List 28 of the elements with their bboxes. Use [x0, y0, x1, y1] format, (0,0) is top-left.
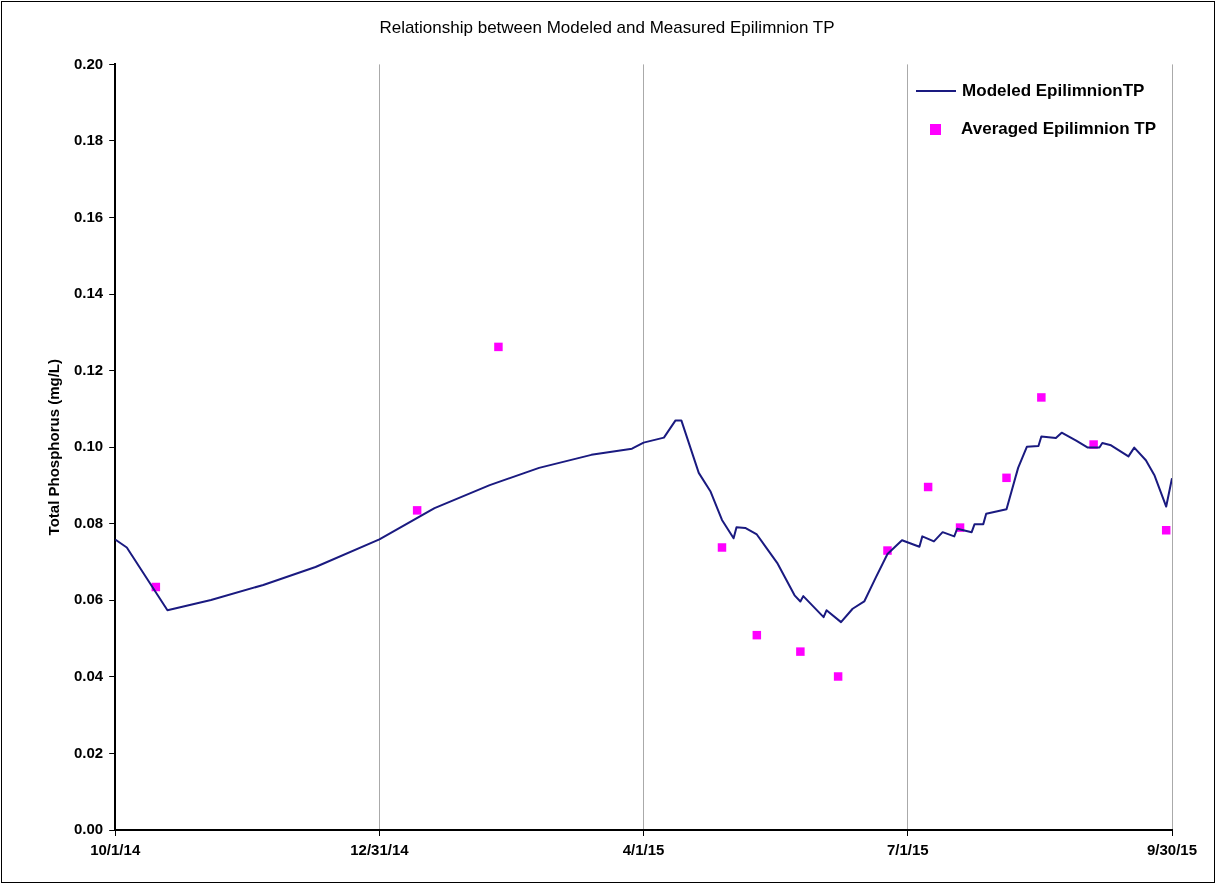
- y-tick-label: 0.06: [73, 590, 104, 608]
- x-tick-label: 9/30/15: [1146, 841, 1198, 859]
- point: [412, 506, 422, 515]
- point: [1002, 473, 1011, 483]
- y-tick-label: 0.08: [73, 513, 104, 531]
- chart-title: Relationship between Modeled and Measured Epilimnion TP: [379, 17, 835, 37]
- y-axis-title: Total Phosphorus (mg/L): [45, 359, 63, 536]
- y-tick-label: 0.00: [73, 820, 104, 838]
- y-tick-label: 0.02: [73, 743, 104, 761]
- x-tick-label: 7/1/15: [886, 841, 929, 859]
- y-tick-label: 0.04: [73, 667, 104, 685]
- point: [494, 342, 503, 352]
- legend-label: Modeled EpilimnionTP: [962, 81, 1145, 101]
- x-tick-label: 10/1/14: [90, 841, 141, 859]
- point: [717, 543, 727, 552]
- x-tick-label: 4/1/15: [622, 841, 665, 859]
- point: [796, 647, 805, 656]
- y-tick-label: 0.20: [73, 54, 104, 72]
- y-tick-label: 0.10: [73, 437, 104, 455]
- y-tick-label: 0.12: [73, 360, 104, 378]
- point: [1037, 393, 1046, 402]
- y-tick-label: 0.14: [73, 284, 104, 302]
- point: [1161, 526, 1171, 535]
- y-tick-label: 0.16: [73, 207, 104, 225]
- y-tick-label: 0.18: [73, 131, 104, 149]
- x-tick-label: 12/31/14: [350, 841, 410, 859]
- legend-label: Averaged Epilimnion TP: [961, 119, 1156, 139]
- point: [833, 672, 843, 681]
